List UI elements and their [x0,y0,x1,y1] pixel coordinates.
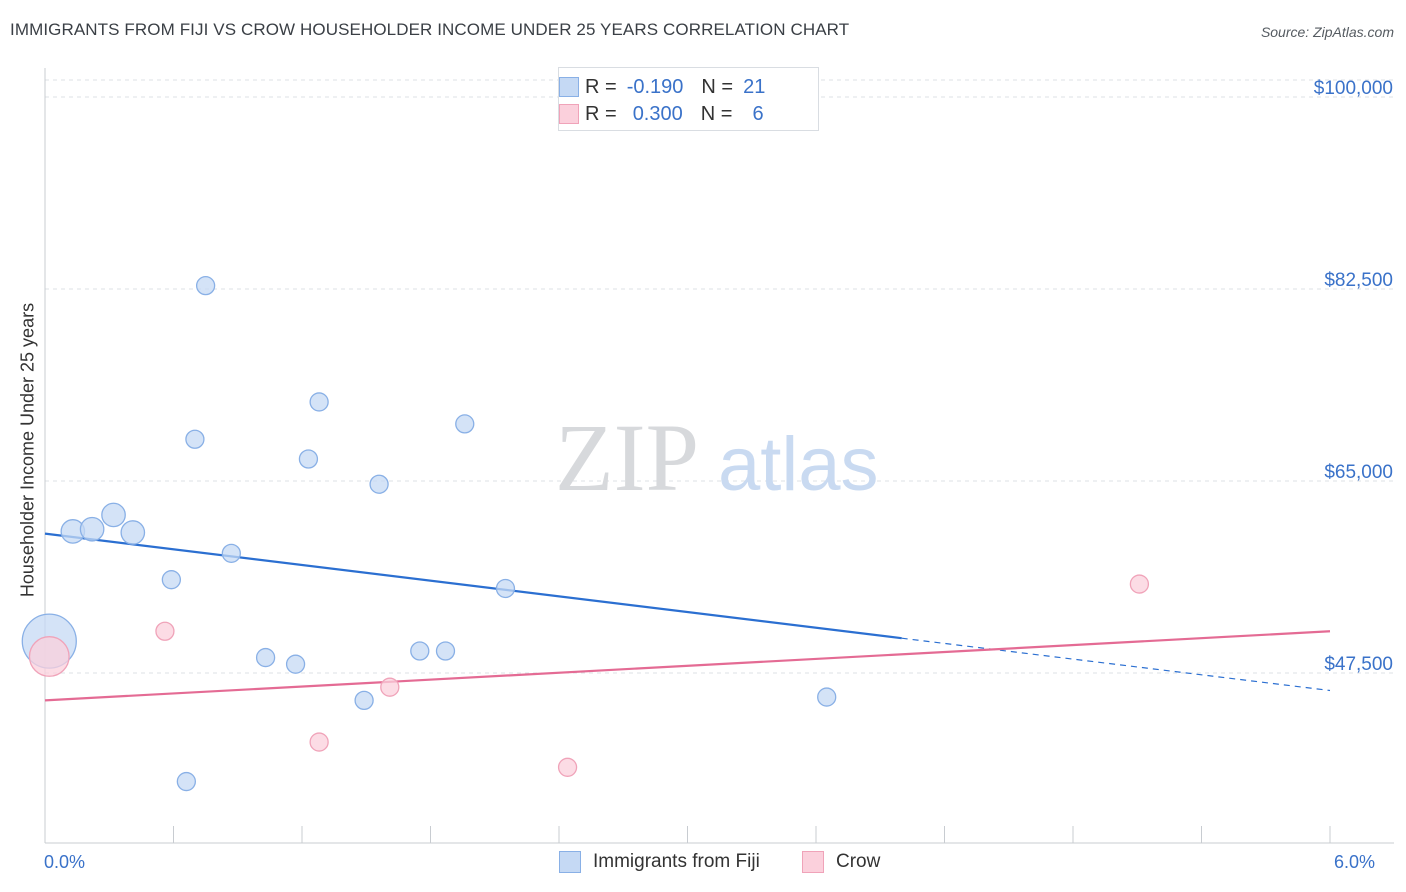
crow-swatch [559,104,579,124]
crow-point [1129,574,1150,594]
fiji-swatch [559,77,579,97]
r-value: -0.190 [626,75,684,98]
stats-legend: R = -0.190 N = 21 R = 0.300 N = 6 [558,67,819,131]
y-axis-label: Householder Income Under 25 years [17,302,38,598]
fiji-swatch [559,851,581,873]
fiji-trend-line-extension [901,637,1331,692]
n-label: N = [700,102,733,125]
fiji-point [309,392,329,412]
fiji-point [298,449,319,469]
y-tick-label: $82,500 [1324,270,1393,291]
r-label: R = [585,75,617,98]
trend-lines [44,532,1331,702]
stats-legend-row-fiji: R = -0.190 N = 21 [559,75,766,99]
watermark-zip: ZIP [555,404,699,511]
fiji-point [79,516,105,542]
fiji-point [369,474,389,494]
crow-point [28,636,70,677]
crow-point [309,732,329,752]
gridlines [45,79,1394,674]
fiji-point [495,578,516,599]
fiji-point [435,641,456,661]
series-legend: Immigrants from Fiji Crow [0,851,1406,879]
crow-point [155,621,175,641]
r-label: R = [585,102,617,125]
crow-swatch [802,851,824,873]
y-tick-label: $47,500 [1324,654,1393,675]
fiji-trend-line [44,532,902,640]
legend-item-fiji: Immigrants from Fiji [559,851,760,873]
fiji-point [161,570,182,590]
watermark-atlas: atlas [718,422,879,507]
fiji-point [410,641,430,661]
crow-trend-line [44,630,1331,702]
y-axis-label-wrap: Householder Income Under 25 years [14,280,42,620]
axes [44,68,1394,844]
stats-legend-row-crow: R = 0.300 N = 6 [559,102,764,126]
fiji-point [455,414,475,434]
fiji-point [354,690,374,711]
fiji-point [176,771,197,792]
legend-item-crow: Crow [802,851,880,873]
x-tick-label-min: 0.0% [44,852,86,872]
fiji-point [185,429,205,449]
y-tick-label: $65,000 [1324,462,1393,483]
data-points [21,276,1150,792]
r-value: 0.300 [632,102,683,125]
legend-label-crow: Crow [836,851,881,872]
fiji-point [120,520,146,545]
fiji-point [195,276,216,296]
fiji-point [255,647,276,668]
n-value: 6 [752,102,764,125]
n-value: 21 [743,75,766,98]
x-tick-label-max: 6.0% [1334,852,1376,872]
crow-point [557,757,578,777]
chart-title: IMMIGRANTS FROM FIJI VS CROW HOUSEHOLDER… [10,20,850,39]
y-tick-labels: $47,500 $65,000 $82,500 $100,000 [1314,78,1393,675]
watermark: ZIP atlas [555,404,879,511]
n-label: N = [701,75,734,98]
crow-point [380,677,400,697]
legend-label-fiji: Immigrants from Fiji [593,851,760,872]
source-label: Source: ZipAtlas.com [1260,24,1394,40]
fiji-point [285,654,306,674]
fiji-point [817,687,837,707]
y-tick-label: $100,000 [1314,78,1393,99]
fiji-point [101,502,126,528]
fiji-point [221,543,241,564]
